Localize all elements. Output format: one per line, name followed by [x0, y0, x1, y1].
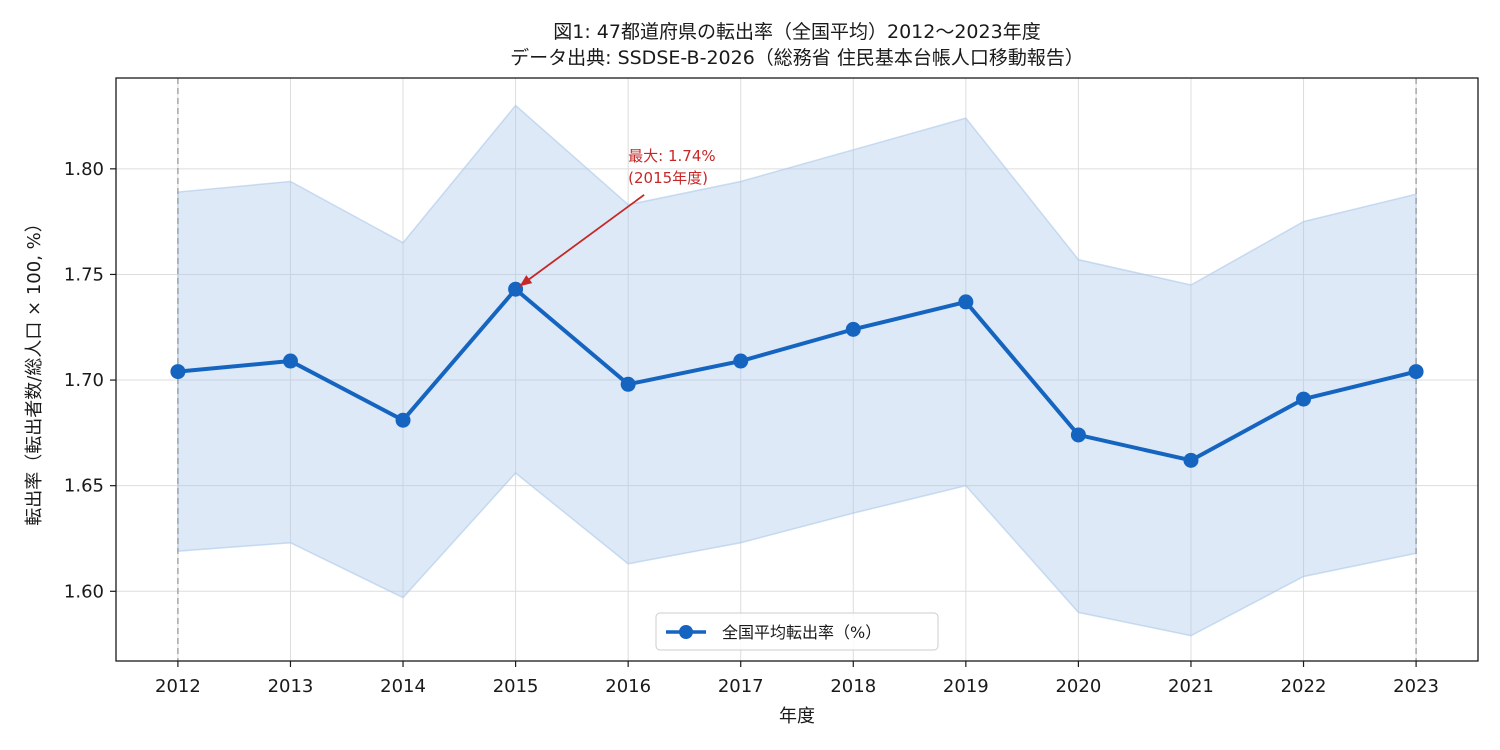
legend-marker-swatch [679, 625, 693, 639]
legend-entry-label: 全国平均転出率（%） [722, 623, 881, 642]
plot-frame [115, 77, 1479, 662]
data-point [958, 294, 974, 310]
data-point [1296, 391, 1312, 407]
data-point [620, 376, 636, 392]
x-tick-label: 2016 [605, 676, 651, 697]
x-tick-label: 2020 [1055, 676, 1101, 697]
x-tick-label: 2021 [1168, 676, 1214, 697]
y-axis: 1.60 1.65 1.70 1.75 1.80 [64, 159, 116, 602]
data-point [508, 281, 524, 297]
x-tick-label: 2019 [943, 676, 989, 697]
grid [116, 78, 1478, 661]
data-point [282, 353, 298, 369]
data-point [733, 353, 749, 369]
data-point [845, 321, 861, 337]
data-point [395, 412, 411, 428]
annotation: 最大: 1.74% (2015年度) [519, 147, 716, 287]
x-tick-label: 2013 [268, 676, 314, 697]
x-tick-label: 2022 [1281, 676, 1327, 697]
series-line [177, 287, 1417, 463]
x-tick-label: 2015 [493, 676, 539, 697]
x-axis-label: 年度 [779, 706, 815, 727]
y-tick-label: 1.60 [64, 581, 104, 602]
x-tick-label: 2017 [718, 676, 764, 697]
y-axis-label: 転出率（転出者数/総人口 × 100, %） [24, 214, 45, 526]
chart-subtitle: データ出典: SSDSE-B-2026（総務省 住民基本台帳人口移動報告） [510, 47, 1084, 69]
x-tick-label: 2018 [830, 676, 876, 697]
chart-title: 図1: 47都道府県の転出率（全国平均）2012〜2023年度 [553, 21, 1040, 43]
annotation-line1: 最大: 1.74% [628, 147, 715, 165]
x-tick-label: 2023 [1393, 676, 1439, 697]
y-tick-label: 1.80 [64, 159, 104, 180]
band-area [177, 104, 1417, 637]
legend-box [655, 612, 939, 651]
y-tick-label: 1.70 [64, 370, 104, 391]
x-tick-label: 2012 [155, 676, 201, 697]
annotation-line2: (2015年度) [628, 169, 708, 187]
data-point [170, 364, 186, 380]
y-tick-label: 1.75 [64, 264, 104, 285]
x-axis: 2012 2013 2014 2015 2016 2017 2018 2019 2020 2021… [155, 661, 1439, 697]
annotation-arrow [519, 194, 645, 287]
x-tick-label: 2014 [380, 676, 426, 697]
series-layer [170, 281, 1424, 468]
data-point [1183, 452, 1199, 468]
legend: 全国平均転出率（%） [655, 612, 939, 651]
data-point [1070, 427, 1086, 443]
annotation-arrowhead [519, 275, 533, 287]
confidence-band [177, 104, 1417, 637]
data-point [1408, 364, 1424, 380]
y-tick-label: 1.65 [64, 476, 104, 497]
